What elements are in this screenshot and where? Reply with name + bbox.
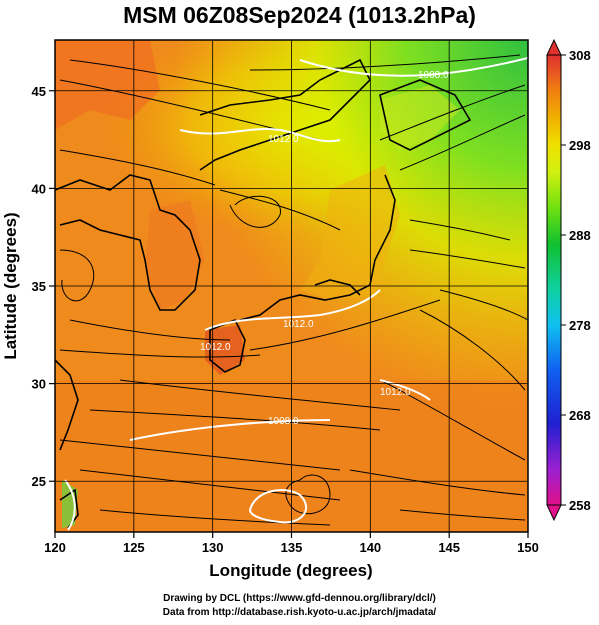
contour-label: 1012.0 — [268, 134, 299, 145]
credit-line-drawing: Drawing by DCL (https://www.gfd-dennou.o… — [163, 593, 436, 604]
x-tick-label: 145 — [438, 540, 460, 555]
x-axis-title: Longitude (degrees) — [209, 561, 372, 580]
credit-line-data: Data from http://database.rish.kyoto-u.a… — [162, 607, 437, 618]
x-tick-label: 120 — [44, 540, 66, 555]
y-axis-title: Latitude (degrees) — [1, 212, 20, 359]
x-tick-label: 135 — [281, 540, 303, 555]
y-tick-label: 25 — [32, 474, 46, 489]
colorbar-body — [546, 54, 562, 506]
colorbar-label: 278 — [569, 318, 591, 333]
isobars — [64, 57, 528, 531]
colorbar-min-arrow — [546, 504, 562, 522]
colorbar-label: 258 — [569, 498, 591, 513]
y-axis-ticks: 25 30 35 40 45 — [32, 84, 55, 489]
colorbar-label: 298 — [569, 138, 591, 153]
colorbar: 308 298 288 278 268 258 — [546, 38, 591, 522]
x-tick-label: 130 — [202, 540, 224, 555]
y-tick-label: 30 — [32, 377, 46, 392]
contour-label: 1008.0 — [418, 70, 449, 81]
colorbar-max-arrow — [546, 38, 562, 56]
x-tick-label: 140 — [359, 540, 381, 555]
contour-label: 1012.0 — [283, 319, 314, 330]
contour-label: 1008.0 — [268, 416, 299, 427]
map-title: MSM 06Z08Sep2024 (1013.2hPa) — [123, 2, 476, 28]
contour-label: 1012.0 — [380, 387, 411, 398]
y-tick-label: 40 — [32, 181, 46, 196]
coastlines — [55, 58, 472, 529]
wind-streamlines — [59, 54, 528, 526]
credits: Drawing by DCL (https://www.gfd-dennou.o… — [0, 592, 599, 620]
graticule — [55, 40, 528, 532]
contour-label: 1012.0 — [200, 342, 231, 353]
x-tick-label: 125 — [123, 540, 145, 555]
colorbar-label: 288 — [569, 228, 591, 243]
colorbar-label: 268 — [569, 408, 591, 423]
x-tick-label: 150 — [517, 540, 539, 555]
y-tick-label: 45 — [32, 84, 46, 99]
colorbar-label: 308 — [569, 48, 591, 63]
x-axis-ticks: 120 125 130 135 140 145 150 — [44, 532, 539, 555]
y-tick-label: 35 — [32, 279, 46, 294]
